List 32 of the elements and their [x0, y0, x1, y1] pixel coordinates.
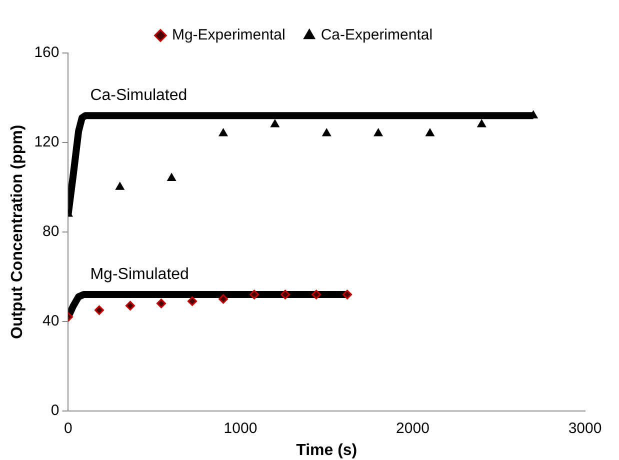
point	[342, 290, 352, 300]
series-label: Mg-Simulated	[90, 266, 189, 283]
point	[374, 128, 383, 136]
point	[312, 290, 322, 300]
point	[322, 128, 331, 136]
x-tick-label: 3000	[568, 420, 602, 437]
point	[219, 128, 228, 136]
point	[280, 290, 290, 300]
legend-label: Ca-Experimental	[320, 26, 433, 44]
x-tick-label: 1000	[224, 420, 258, 437]
point	[218, 294, 228, 304]
point	[156, 298, 166, 308]
x-tick-label: 2000	[396, 420, 430, 437]
point	[94, 305, 104, 315]
y-tick-label: 0	[50, 402, 60, 419]
series-label: Ca-Simulated	[90, 87, 188, 104]
point	[116, 182, 124, 190]
y-axis-title: Output Concentration (ppm)	[9, 124, 26, 339]
y-tick-label: 40	[42, 312, 60, 330]
point	[477, 120, 486, 128]
point	[426, 128, 434, 136]
y-tick-label: 80	[42, 223, 60, 240]
point	[270, 120, 280, 128]
x-axis-title: Time (s)	[296, 442, 358, 459]
x-tick-label: 0	[64, 420, 72, 437]
y-tick-label: 120	[34, 134, 60, 151]
point	[125, 300, 135, 310]
point	[250, 290, 260, 300]
legend-label: Mg-Experimental	[172, 26, 286, 44]
y-tick-label: 160	[34, 44, 60, 62]
point	[167, 173, 176, 181]
point	[188, 296, 198, 306]
